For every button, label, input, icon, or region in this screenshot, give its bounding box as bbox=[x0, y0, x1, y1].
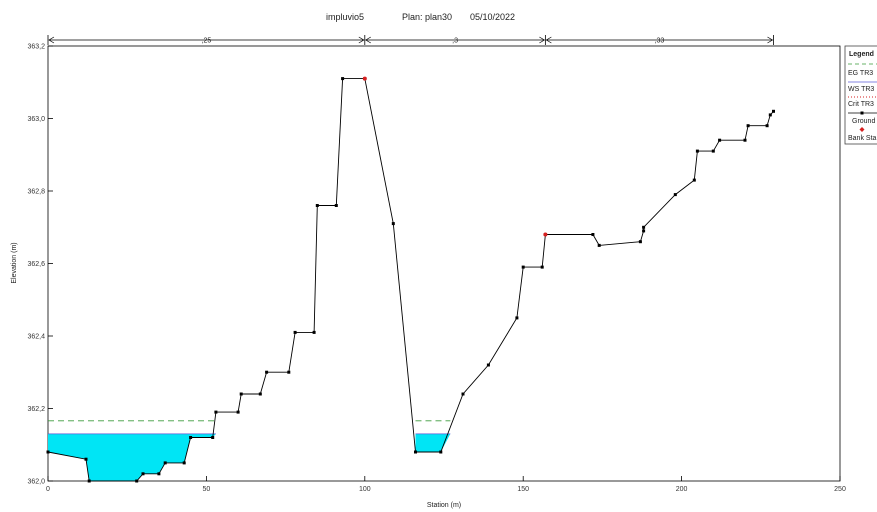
ground-point bbox=[515, 316, 519, 320]
y-tick-label: 362,2 bbox=[27, 406, 45, 413]
legend-box bbox=[844, 45, 877, 145]
ground-point bbox=[236, 410, 240, 414]
x-tick-label: 0 bbox=[46, 486, 50, 493]
y-tick-label: 362,8 bbox=[27, 189, 45, 196]
manning-label: ,33 bbox=[655, 38, 665, 45]
ground-point bbox=[157, 472, 161, 476]
ground-point bbox=[772, 109, 775, 113]
ground-point bbox=[211, 436, 215, 439]
manning-label: ,3 bbox=[452, 38, 458, 45]
axis-ticks: 362,0 362,2 362,4 362,6 362,8 363,0 363,2 0 50 10… bbox=[27, 44, 845, 494]
legend-title: Legend bbox=[849, 51, 874, 58]
bank-station-marker bbox=[543, 232, 548, 237]
x-tick-label: 50 bbox=[203, 486, 211, 493]
ground-point bbox=[711, 149, 715, 153]
ground-point bbox=[265, 370, 269, 374]
ground-point bbox=[591, 233, 595, 236]
chart-title-plan: Plan: plan30 bbox=[402, 12, 452, 22]
ground-point bbox=[315, 204, 319, 207]
legend-label-eg: EG TR3 bbox=[848, 70, 873, 77]
legend-label-bank: Bank Sta bbox=[848, 135, 877, 142]
legend-ground-marker bbox=[860, 111, 864, 115]
ground-point bbox=[746, 124, 750, 128]
manning-arrow-right bbox=[539, 36, 546, 44]
ground-point bbox=[765, 124, 769, 128]
ground-point bbox=[597, 243, 601, 247]
y-tick-label: 362,0 bbox=[27, 479, 45, 486]
ground-point bbox=[673, 193, 677, 197]
ground-point bbox=[214, 410, 218, 414]
ground-point bbox=[486, 363, 490, 367]
legend-bank-marker bbox=[859, 127, 865, 132]
x-axis-title: Station (m) bbox=[427, 502, 461, 509]
x-tick-label: 250 bbox=[834, 486, 846, 493]
x-tick-label: 100 bbox=[359, 486, 371, 493]
water-fill-1 bbox=[415, 433, 451, 452]
ground-point bbox=[334, 204, 338, 207]
legend: Legend EG TR3 WS TR3 Crit TR3 Ground Ban… bbox=[844, 45, 877, 145]
ground-point bbox=[287, 370, 291, 374]
ground-point bbox=[312, 330, 316, 334]
ground-profile bbox=[46, 76, 775, 483]
ground-point bbox=[540, 265, 544, 269]
chart-title-project: impluvio5 bbox=[326, 12, 364, 22]
ground-point bbox=[239, 392, 243, 396]
bank-station-marker bbox=[362, 76, 367, 81]
legend-label-ws: WS TR3 bbox=[848, 86, 874, 93]
ground-point bbox=[768, 113, 772, 117]
ground-point bbox=[46, 450, 50, 454]
ground-point bbox=[718, 138, 722, 142]
y-tick-label: 362,6 bbox=[27, 261, 45, 268]
water-area bbox=[48, 433, 451, 481]
plot-area bbox=[47, 45, 841, 482]
x-tick-label: 200 bbox=[676, 486, 688, 493]
ground-point bbox=[743, 138, 747, 142]
manning-arrow-left bbox=[545, 36, 552, 44]
legend-label-ground: Ground bbox=[852, 118, 875, 125]
ground-point bbox=[461, 392, 465, 396]
manning-label: ,25 bbox=[202, 38, 212, 45]
chart-title-date: 05/10/2022 bbox=[470, 12, 515, 22]
manning-arrow-right bbox=[358, 36, 365, 44]
ground-line bbox=[47, 78, 774, 482]
ground-point bbox=[391, 222, 395, 226]
ground-point bbox=[293, 330, 297, 334]
ground-point bbox=[258, 392, 262, 396]
ground-point bbox=[692, 178, 696, 182]
ground-point bbox=[642, 229, 646, 233]
ground-point bbox=[638, 240, 642, 244]
manning-arrow-left bbox=[365, 36, 371, 44]
y-tick-label: 362,4 bbox=[27, 334, 45, 341]
y-tick-label: 363,0 bbox=[27, 116, 45, 123]
ground-point bbox=[642, 225, 646, 229]
ground-point bbox=[695, 149, 699, 153]
water-fill-0 bbox=[48, 433, 216, 481]
ground-point bbox=[521, 265, 525, 269]
ground-point bbox=[141, 472, 145, 476]
ground-point bbox=[135, 479, 139, 483]
ground-point bbox=[414, 450, 417, 454]
manning-arrow-left bbox=[48, 36, 55, 44]
ground-point bbox=[439, 450, 443, 454]
ground-point bbox=[87, 479, 91, 483]
ground-point bbox=[189, 436, 193, 439]
y-tick-label: 363,2 bbox=[27, 44, 45, 51]
ground-point bbox=[163, 461, 167, 465]
ground-point bbox=[84, 457, 88, 461]
ground-point bbox=[341, 77, 345, 81]
ground-point bbox=[182, 461, 186, 465]
legend-label-crit: Crit TR3 bbox=[848, 101, 874, 108]
manning-n-bar: ,25 ,3 ,33 bbox=[47, 35, 774, 45]
y-axis-title: Elevation (m) bbox=[11, 242, 18, 283]
x-tick-label: 150 bbox=[517, 486, 529, 493]
manning-arrow-right bbox=[767, 36, 774, 44]
